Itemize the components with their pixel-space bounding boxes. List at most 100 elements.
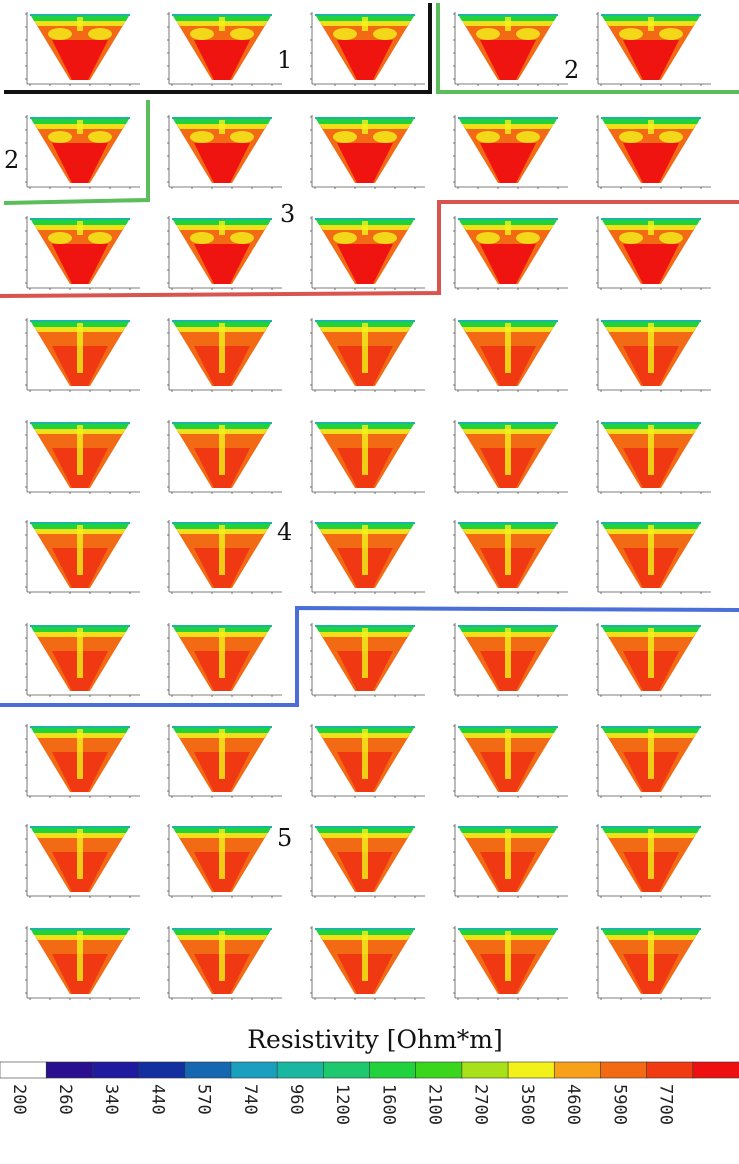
section-anomaly (219, 323, 225, 373)
section-anomaly (648, 425, 654, 475)
section-core (52, 143, 108, 183)
section-anomaly (77, 425, 83, 475)
colorbar-segment (600, 1061, 648, 1079)
section-anomaly (362, 829, 368, 879)
section-anomaly (362, 525, 368, 575)
section-panel (453, 420, 568, 494)
panel-grid (25, 12, 711, 1000)
section-core (623, 244, 679, 284)
colorbar-segment (323, 1061, 371, 1079)
section-panel (310, 623, 425, 697)
section-core (52, 244, 108, 284)
section-anomaly (219, 425, 225, 475)
section-anomaly (505, 525, 511, 575)
section-anomaly (219, 628, 225, 678)
section-panel (310, 926, 425, 1000)
section-anomaly (505, 829, 511, 879)
section-anomaly (648, 525, 654, 575)
section-anomaly (77, 221, 83, 235)
section-anomaly (77, 628, 83, 678)
section-panel (453, 115, 568, 189)
section-panel (596, 926, 711, 1000)
colorbar-segment (415, 1061, 463, 1079)
section-panel (310, 12, 425, 86)
section-anomaly (362, 425, 368, 475)
section-panel (167, 115, 282, 189)
section-anomaly (648, 323, 654, 373)
section-panel (25, 420, 140, 494)
section-anomaly (362, 221, 368, 235)
colorbar-tick-label: 570 (194, 1084, 214, 1115)
colorbar-segment (276, 1061, 325, 1079)
section-core (480, 40, 536, 80)
colorbar-tick-label: 4600 (563, 1084, 583, 1125)
section-core (480, 244, 536, 284)
section-anomaly (77, 525, 83, 575)
section-anomaly (219, 829, 225, 879)
colorbar-tick-label: 260 (55, 1084, 75, 1115)
section-anomaly (505, 931, 511, 981)
section-panel (453, 724, 568, 798)
colorbar-segment (230, 1061, 278, 1079)
group-4-boundary (0, 605, 739, 707)
section-core (337, 40, 393, 80)
section-panel (596, 12, 711, 86)
section-panel (167, 318, 282, 392)
colorbar-tick-label: 2100 (425, 1084, 445, 1125)
section-core (480, 143, 536, 183)
group-label-4: 4 (277, 518, 292, 546)
section-anomaly (505, 17, 511, 31)
colorbar-segment (184, 1061, 232, 1079)
section-panel (453, 824, 568, 898)
section-anomaly (77, 931, 83, 981)
section-panel (25, 926, 140, 1000)
section-panel (310, 520, 425, 594)
section-anomaly (505, 120, 511, 134)
section-panel (310, 824, 425, 898)
section-panel (25, 216, 140, 290)
section-panel (453, 926, 568, 1000)
group-1-boundary (4, 3, 432, 94)
colorbar-segment (0, 1061, 47, 1079)
section-anomaly (648, 17, 654, 31)
section-anomaly (505, 425, 511, 475)
section-panel (167, 824, 282, 898)
colorbar-tick-label: 740 (240, 1084, 260, 1115)
section-panel (167, 724, 282, 798)
colorbar-tick-label: 1600 (378, 1084, 398, 1125)
section-anomaly (77, 120, 83, 134)
section-panel (25, 115, 140, 189)
section-panel (453, 216, 568, 290)
section-panel (167, 623, 282, 697)
section-anomaly (362, 323, 368, 373)
colorbar-tick-label: 5900 (609, 1084, 629, 1125)
section-anomaly (219, 729, 225, 779)
group-label-3: 3 (280, 200, 295, 228)
colorbar-tick-label: 200 (9, 1084, 29, 1115)
section-panel (310, 318, 425, 392)
section-anomaly (362, 120, 368, 134)
section-anomaly (219, 221, 225, 235)
section-core (623, 143, 679, 183)
group-label-2b: 2 (4, 146, 19, 174)
section-core (623, 40, 679, 80)
section-panel (596, 216, 711, 290)
section-panel (25, 824, 140, 898)
section-panel (310, 216, 425, 290)
section-panel (596, 824, 711, 898)
section-panel (167, 926, 282, 1000)
colorbar-segment (553, 1061, 602, 1079)
section-panel (596, 115, 711, 189)
colorbar-tick-label: 7700 (655, 1084, 675, 1125)
group-2-boundary-left (3, 100, 150, 205)
section-panel (167, 520, 282, 594)
colorbar-segment (138, 1061, 186, 1079)
section-anomaly (648, 221, 654, 235)
section-panel (453, 12, 568, 86)
group-2-boundary-top (436, 3, 739, 94)
section-anomaly (505, 729, 511, 779)
section-anomaly (648, 628, 654, 678)
colorbar-segment (461, 1061, 509, 1079)
section-anomaly (219, 525, 225, 575)
colorbar-segment (92, 1061, 140, 1079)
